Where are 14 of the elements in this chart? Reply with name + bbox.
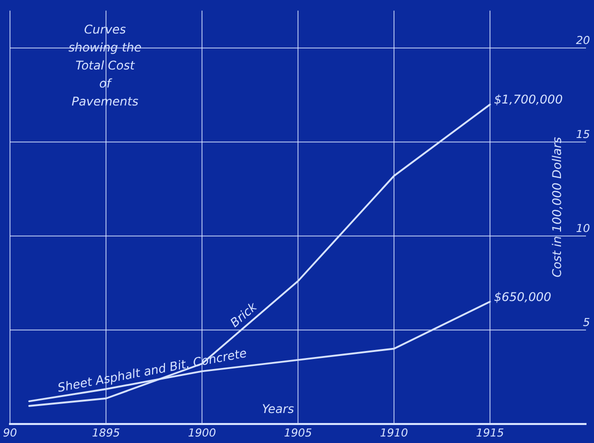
y-tick-label: 20 [576, 34, 590, 48]
x-tick-label: 1895 [92, 426, 120, 440]
y-tick-label: 15 [576, 128, 590, 141]
y-tick-label: 5 [583, 316, 590, 329]
x-tick-label: 1910 [380, 426, 408, 440]
x-axis-title: Years [262, 402, 294, 416]
x-tick-label: 1905 [284, 426, 312, 440]
y-tick-label: 10 [576, 222, 590, 235]
annotation: $650,000 [494, 290, 552, 304]
annotation: $1,700,000 [494, 92, 564, 107]
x-tick-label: 1915 [476, 426, 504, 440]
x-tick-label: 1900 [188, 426, 216, 440]
y-axis-title: Cost in 100,000 Dollars [550, 136, 564, 278]
x-tick-label: 90 [3, 426, 17, 440]
